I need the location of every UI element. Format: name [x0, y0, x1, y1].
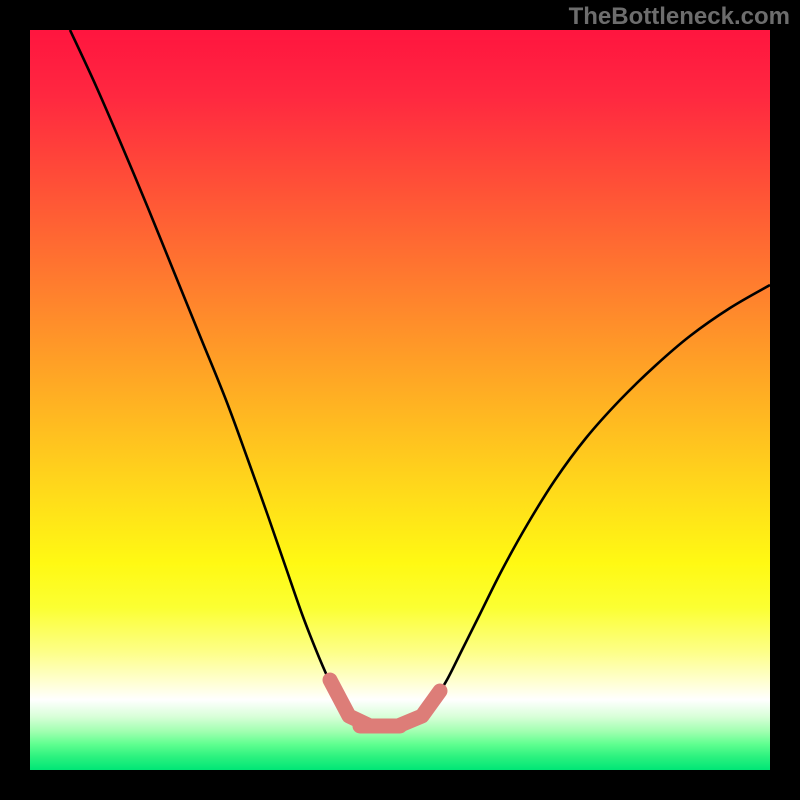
- plot-area: [30, 30, 770, 770]
- left-curve: [70, 30, 370, 725]
- right-curve: [400, 285, 770, 725]
- curve-layer: [30, 30, 770, 770]
- watermark-text: TheBottleneck.com: [569, 3, 790, 31]
- bottom-segment-2: [398, 691, 440, 726]
- bottom-segment-0: [330, 680, 368, 725]
